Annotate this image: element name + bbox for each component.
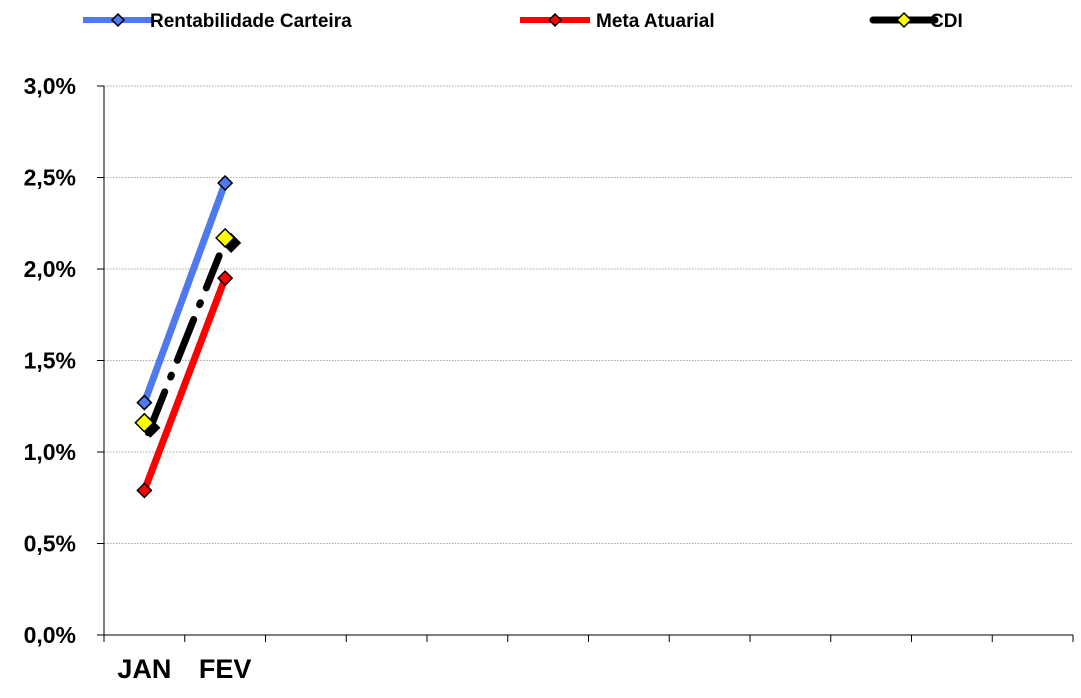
y-tick-label: 0,5%: [24, 531, 76, 557]
marker: [134, 412, 155, 433]
legend-label: CDI: [930, 11, 963, 32]
marker: [217, 174, 234, 192]
legend-marker: [110, 12, 126, 28]
y-tick-label: 2,0%: [24, 256, 76, 282]
marker: [136, 394, 153, 411]
series-layer: [134, 174, 242, 499]
legend-label: Rentabilidade Carteira: [150, 11, 352, 32]
legend: Rentabilidade Carteira Meta Atuarial CDI: [83, 11, 963, 32]
legend-item-2: CDI: [869, 11, 963, 32]
y-tick-label: 0,0%: [24, 622, 76, 648]
marker: [136, 482, 153, 499]
series-line: [141, 276, 229, 492]
series-line: [144, 252, 223, 437]
legend-marker: [895, 11, 913, 29]
legend-item-0: Rentabilidade Carteira: [83, 11, 352, 32]
legend-label: Meta Atuarial: [596, 11, 715, 32]
x-tick-label: FEV: [199, 654, 252, 684]
series-0: [136, 174, 234, 411]
marker: [215, 227, 236, 248]
grid-layer: [104, 85, 1073, 544]
y-tick-label: 3,0%: [24, 73, 76, 99]
marker: [217, 270, 234, 287]
series-2: [134, 227, 242, 438]
y-tick-label: 1,0%: [24, 439, 76, 465]
legend-item-1: Meta Atuarial: [520, 11, 715, 32]
legend-marker: [547, 12, 563, 28]
series-line: [141, 181, 229, 404]
series-1: [136, 270, 234, 499]
y-tick-label: 2,5%: [24, 165, 76, 191]
y-tick-label: 1,5%: [24, 348, 76, 374]
axis-layer: 0,0% 0,5% 1,0% 1,5% 2,0% 2,5% 3,0% JAN FEV: [24, 73, 1074, 684]
x-tick-label: JAN: [117, 654, 171, 684]
